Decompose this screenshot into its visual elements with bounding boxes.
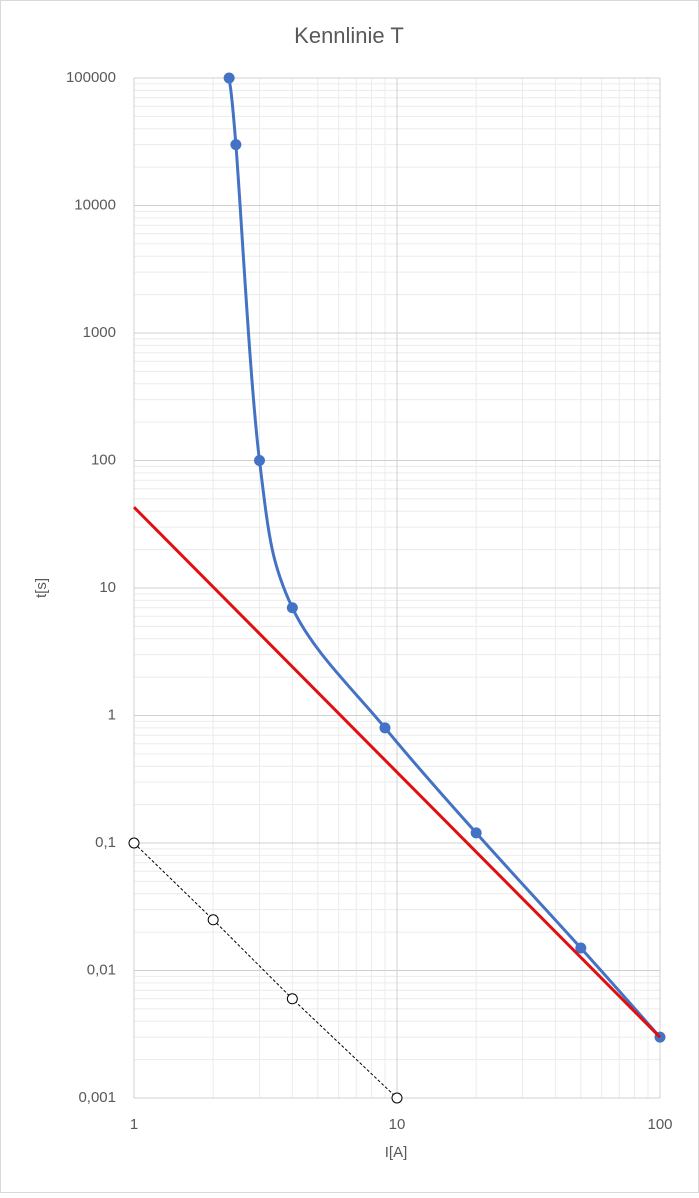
marker — [379, 722, 391, 734]
marker — [470, 827, 482, 839]
y-tick-label: 0,001 — [78, 1089, 116, 1106]
marker — [207, 914, 219, 926]
y-tick-label: 1000 — [83, 324, 116, 341]
y-tick-label: 10000 — [74, 196, 116, 213]
x-tick-label: 10 — [389, 1116, 406, 1133]
marker — [253, 455, 265, 466]
x-tick-label: 100 — [647, 1116, 672, 1133]
marker — [286, 993, 298, 1005]
marker — [223, 72, 235, 84]
y-tick-label: 100 — [91, 451, 116, 468]
marker — [128, 837, 140, 849]
y-axis-label: t[s] — [33, 578, 50, 598]
y-tick-label: 0,1 — [95, 834, 116, 851]
marker — [575, 942, 587, 954]
series-line — [227, 77, 662, 1039]
marker — [286, 602, 298, 614]
chart-title: Kennlinie T — [294, 23, 404, 48]
y-tick-label: 10 — [99, 579, 116, 596]
series-line — [133, 842, 398, 1099]
x-axis-label: I[A] — [385, 1144, 408, 1161]
y-tick-label: 1 — [108, 706, 116, 723]
marker — [391, 1092, 403, 1104]
y-tick-label: 100000 — [66, 69, 116, 86]
x-tick-label: 1 — [130, 1116, 138, 1133]
marker — [230, 139, 242, 151]
y-tick-label: 0,01 — [87, 961, 116, 978]
series-line — [132, 506, 662, 1039]
